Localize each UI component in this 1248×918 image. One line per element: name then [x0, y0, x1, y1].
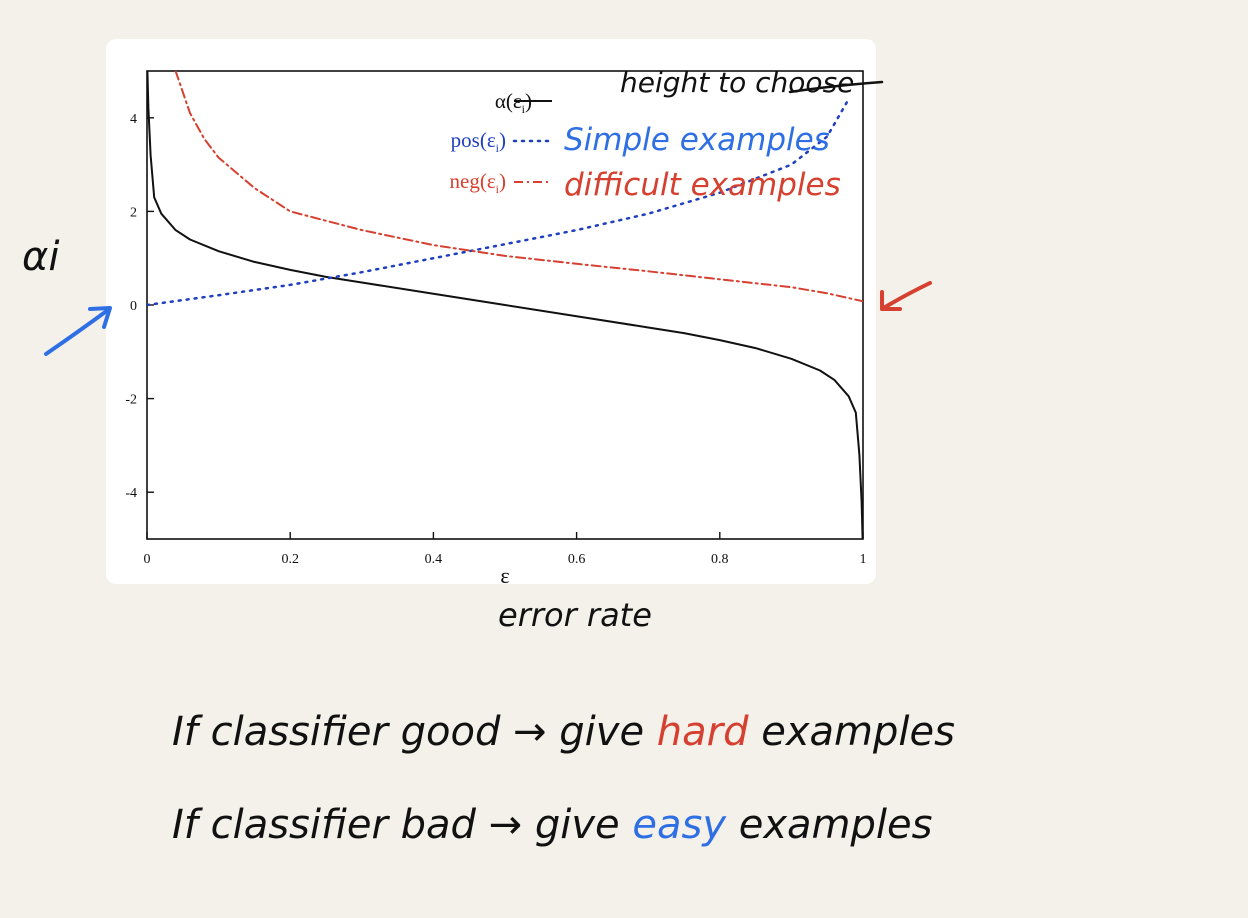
legend-label-pos: pos(εi) [451, 128, 506, 155]
series-line-0 [147, 71, 863, 539]
x-tick-label: 0.2 [281, 552, 299, 567]
chart-card [106, 39, 876, 584]
x-axis-label: ε [500, 563, 509, 588]
weight-underline [788, 80, 884, 94]
y-tick-label: -2 [125, 393, 137, 408]
neg-note: difficult examples [564, 167, 841, 203]
legend: α(εi) pos(εi) neg(εi) [450, 89, 552, 196]
weight-label: height to choose [620, 66, 854, 99]
x-tick-labels: 0 0.2 0.4 0.6 0.8 1 [144, 552, 867, 567]
arrow-right-icon [880, 281, 932, 311]
series-line-2 [174, 71, 863, 303]
arrow-left-icon [44, 306, 112, 356]
series-line-1 [147, 97, 850, 307]
y-tick-label: 4 [130, 112, 137, 127]
legend-label-alpha: α(εi) [495, 89, 532, 116]
error-rate-label: error rate [498, 596, 652, 634]
axis-ticks [146, 117, 864, 539]
handwritten-notes: height to choose Simple examples difficu… [22, 66, 955, 848]
note-line-1: If classifier good → give hard examples [172, 709, 955, 755]
x-tick-label: 0.8 [711, 552, 729, 567]
x-tick-label: 1 [860, 552, 867, 567]
y-tick-labels: 4 2 0 -2 -4 [125, 112, 137, 501]
y-tick-label: 2 [130, 205, 137, 220]
legend-label-neg: neg(εi) [450, 169, 506, 196]
pos-note: Simple examples [564, 122, 830, 158]
series-layer [147, 71, 863, 539]
x-tick-label: 0 [144, 552, 151, 567]
note-line-2: If classifier bad → give easy examples [172, 802, 932, 848]
x-tick-label: 0.6 [568, 552, 586, 567]
y-tick-label: 0 [130, 299, 137, 314]
x-tick-label: 0.4 [425, 552, 443, 567]
y-tick-label: -4 [125, 486, 137, 501]
alpha-axis-label: αi [22, 234, 59, 280]
